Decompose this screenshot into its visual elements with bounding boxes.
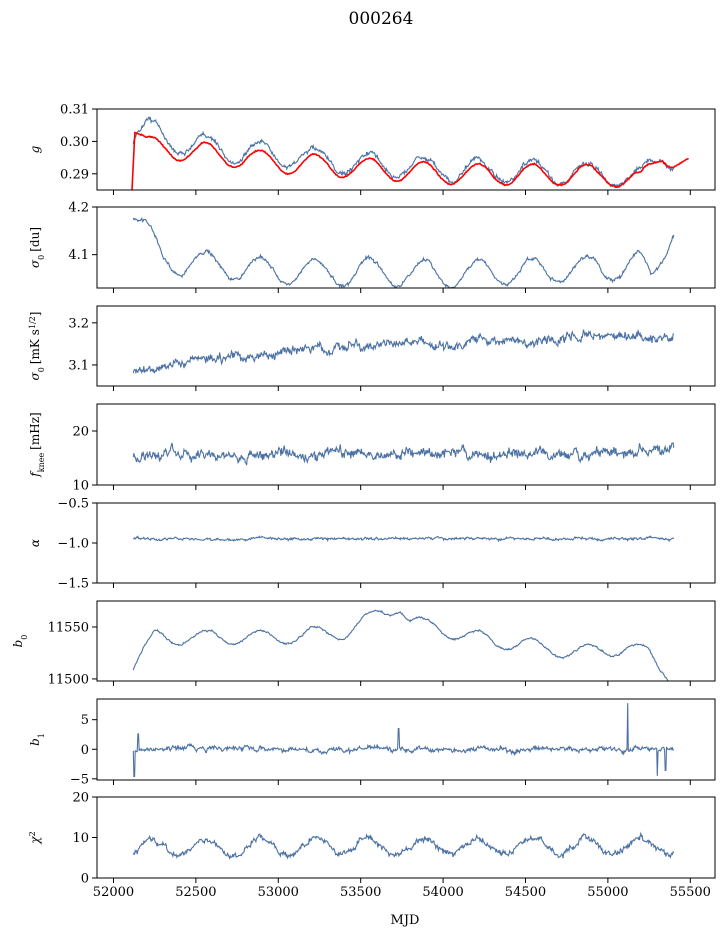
panel-1-frame [96,108,716,191]
y-tick-label: 3.1 [68,358,89,373]
panel-6-frame [96,600,716,682]
panel-7-series-data [132,703,675,778]
x-axis-label: MJD [391,913,420,928]
x-tick-label: 54500 [505,885,546,900]
panel-8: 0 10 20 52000 52500 53000 53500 54000 54500 55000… [28,791,716,900]
panel-7-ylabel: b1 [28,733,46,746]
x-tick-label: 52500 [175,885,216,900]
panel-3-series-data [132,328,675,375]
y-tick-label: 4.1 [68,248,89,263]
panel-1: 0.29 0.30 0.31 g [28,103,716,195]
x-tick-label: 55500 [670,885,711,900]
y-tick-label: 0 [81,743,89,758]
y-tick-label: 10 [72,831,89,846]
panel-2: 4.1 4.2 σ0[du] [28,201,716,293]
panel-4: 10 20 fknee[mHz] [28,403,716,494]
panel-6: 11500 11550 b0 [11,600,716,687]
y-tick-label: −0.5 [57,497,89,512]
panel-2-frame [96,206,716,289]
panel-8-frame [96,796,716,879]
y-tick-label: 0.31 [60,103,89,118]
panel-5-series-data [132,535,675,543]
y-tick-label: 4.2 [68,201,89,216]
panel-6-ylabel: b0 [11,635,29,648]
panel-1-series-model [131,131,689,190]
panel-1-ylabel: g [28,145,42,153]
panel-1-series-data [132,116,675,188]
panel-5: −1.5 −1.0 −0.5 α [28,497,716,592]
panel-7-frame [96,698,716,781]
panel-5-ylabel: α [28,539,42,547]
panel-2-series-data [132,217,675,288]
y-tick-label: −1.5 [57,577,89,592]
y-tick-label: −1.0 [57,537,89,552]
y-tick-label: 0.29 [60,167,89,182]
panel-8-ylabel: χ2 [28,831,43,844]
panel-4-frame [96,403,716,486]
y-tick-label: 0.30 [60,135,89,150]
y-tick-label: 20 [72,425,89,440]
x-tick-label: 52000 [93,885,134,900]
x-tick-label: 54000 [422,885,463,900]
panel-7: −5 0 5 b1 [28,698,716,787]
y-tick-label: 11550 [48,620,89,635]
panel-2-ylabel: σ0[du] [28,227,46,268]
panel-4-ylabel: fknee[mHz] [28,412,46,477]
panel-5-frame [96,502,716,584]
panel-6-series-data [132,609,674,681]
y-tick-label: 0 [81,872,89,887]
panel-8-series-data [132,831,675,860]
figure-title: 000264 [349,9,414,29]
y-tick-label: −5 [70,772,89,787]
y-tick-label: 3.2 [68,316,89,331]
y-tick-label: 10 [72,479,89,494]
panel-3-frame [96,305,716,387]
panel-3: 3.1 3.2 σ0[mK s1/2] [28,305,716,391]
x-tick-label: 53000 [258,885,299,900]
panel-4-series-data [132,441,675,466]
y-tick-label: 5 [81,713,89,728]
x-tick-label: 53500 [340,885,381,900]
x-tick-label: 55000 [587,885,628,900]
panel-3-ylabel: σ0[mK s1/2] [28,312,46,381]
y-tick-label: 20 [72,791,89,806]
y-tick-label: 11500 [48,672,89,687]
